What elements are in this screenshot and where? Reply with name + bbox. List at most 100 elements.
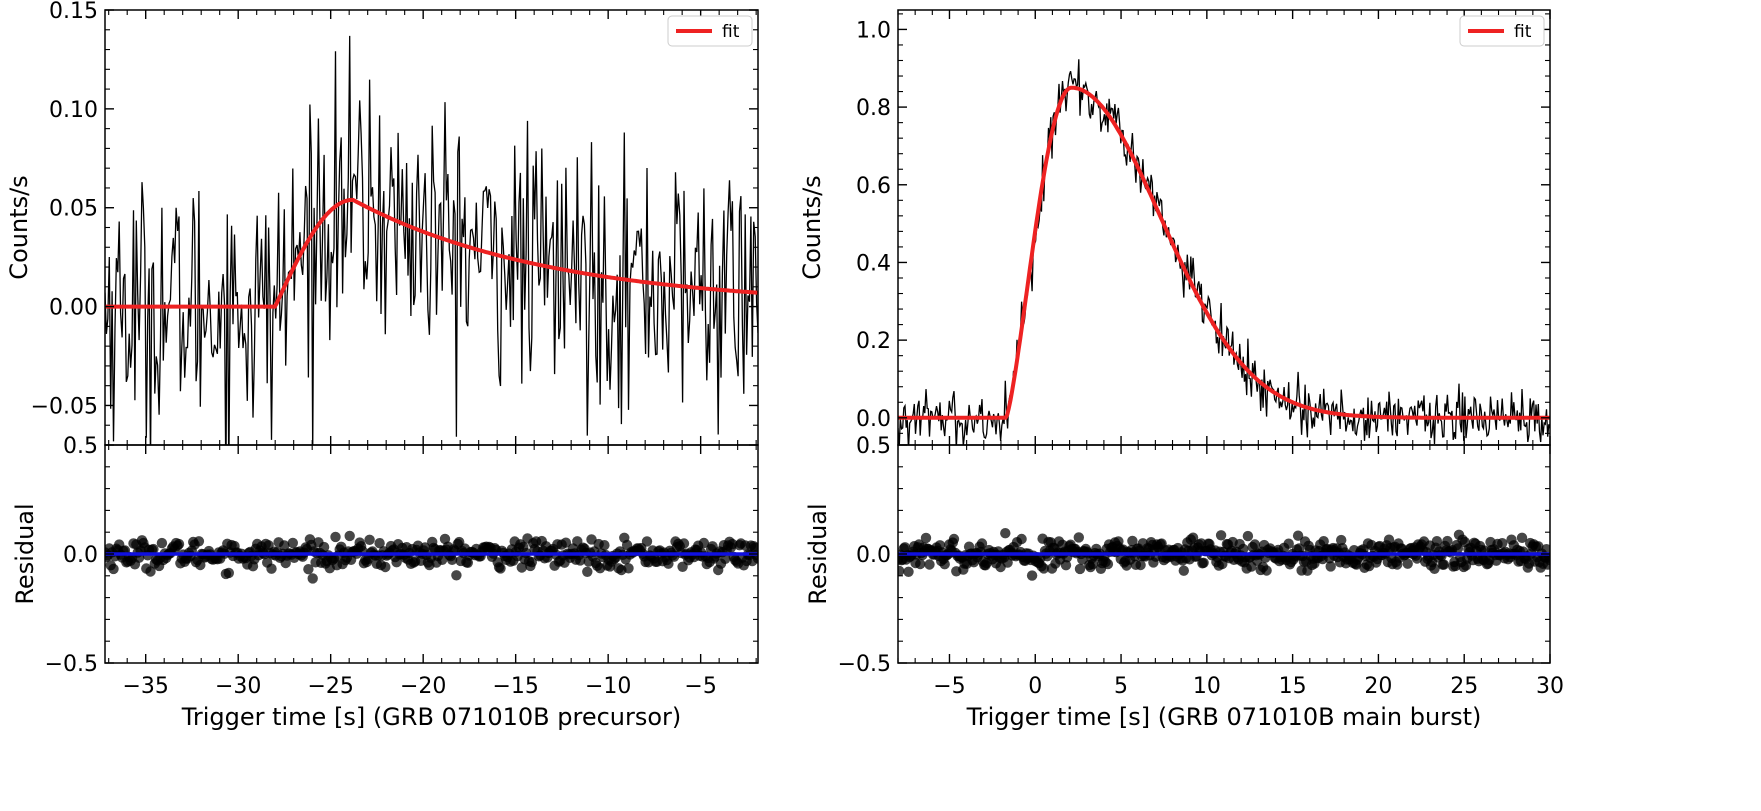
x-tick-label: 20 <box>1364 674 1392 699</box>
residual-point <box>720 553 731 564</box>
residual-point <box>1135 559 1146 571</box>
residual-point <box>1242 530 1254 542</box>
residual-point <box>1102 558 1114 570</box>
y-tick-label: 0.8 <box>856 96 891 121</box>
residual-point <box>575 555 586 566</box>
residual-point <box>915 558 926 570</box>
residual-point <box>898 565 905 577</box>
x-tick-label: 25 <box>1450 674 1478 699</box>
residual-point <box>1336 534 1347 546</box>
x-tick-label: 15 <box>1279 674 1307 699</box>
panel-main-burst: −5 0 5 10 15 20 25 300.00.20.40.60.81.0−0.50.00… <box>798 9 1564 731</box>
main-axes-frame <box>897 9 1551 446</box>
residual-point <box>920 532 932 544</box>
residual-point <box>641 536 653 547</box>
residual-point <box>1038 563 1050 574</box>
panel-precursor: −35 −30 −25 −20 −15 −10 −5 −0.05 0.00 0.05 0.10 0.1… <box>5 0 759 731</box>
residual-point <box>364 534 375 545</box>
residual-y-tick-label: −0.5 <box>45 652 98 677</box>
residual-point <box>1325 561 1336 572</box>
residual-point <box>108 563 119 575</box>
x-tick-label: −35 <box>122 674 168 699</box>
residual-point <box>287 537 298 549</box>
residual-point <box>1261 565 1272 576</box>
y-tick-label: 0.0 <box>856 407 891 432</box>
x-tick-label: 0 <box>1028 674 1042 699</box>
residual-point <box>1402 558 1413 569</box>
residual-point <box>1000 528 1011 539</box>
x-tick-label: 10 <box>1193 674 1221 699</box>
x-tick-label: 5 <box>1114 674 1128 699</box>
y-tick-label: 0.10 <box>49 98 98 123</box>
x-tick-label: −20 <box>400 674 446 699</box>
residual-point <box>623 563 634 574</box>
residual-point <box>516 562 527 573</box>
residual-y-tick-label: 0.5 <box>63 434 98 459</box>
residual-point <box>1544 554 1550 566</box>
x-tick-label: −15 <box>492 674 538 699</box>
residual-point <box>318 541 330 553</box>
residual-point <box>924 559 935 570</box>
legend-label: fit <box>1514 22 1532 42</box>
residual-point <box>698 537 710 549</box>
residual-point <box>976 538 988 549</box>
residual-y-tick-label: −0.5 <box>838 652 891 677</box>
x-tick-label: −10 <box>585 674 631 699</box>
residual-point <box>1438 559 1450 570</box>
residual-y-axis-label: Residual <box>804 503 832 604</box>
residual-points <box>105 530 758 584</box>
y-tick-label: 0.2 <box>856 329 891 354</box>
residual-y-tick-label: 0.0 <box>856 543 891 568</box>
residual-point <box>939 559 950 570</box>
residual-point <box>307 573 318 584</box>
y-tick-label: 0.4 <box>856 251 891 276</box>
residual-point <box>1452 543 1464 554</box>
residual-point <box>1198 557 1209 568</box>
y-tick-label: 0.05 <box>49 197 98 222</box>
residual-point <box>1087 558 1099 570</box>
residual-y-axis-label: Residual <box>11 503 39 604</box>
x-tick-label: −30 <box>215 674 261 699</box>
x-tick-label: −25 <box>307 674 353 699</box>
residual-point <box>279 540 290 551</box>
residual-point <box>374 538 385 549</box>
residual-point <box>1073 532 1085 543</box>
y-tick-label: −0.05 <box>31 394 98 419</box>
residual-point <box>1249 539 1261 550</box>
residual-point <box>903 566 914 577</box>
residual-point <box>678 538 690 549</box>
residual-point <box>391 557 402 568</box>
fit-curve-line <box>105 197 758 309</box>
legend-label: fit <box>722 22 740 42</box>
y-tick-label: 0.15 <box>49 0 98 24</box>
residual-point <box>193 536 205 547</box>
x-tick-label: −5 <box>933 674 965 699</box>
light-curve-line <box>898 59 1550 445</box>
residual-point <box>1497 538 1508 549</box>
x-axis-label: Trigger time [s] (GRB 071010B precursor) <box>181 703 682 731</box>
residual-point <box>1026 570 1038 581</box>
residual-point <box>451 570 462 581</box>
residual-point <box>380 561 391 573</box>
y-tick-label: 1.0 <box>856 18 891 43</box>
residual-point <box>1431 536 1443 547</box>
residual-point <box>145 566 156 577</box>
legend: fit <box>1459 15 1545 47</box>
residual-point <box>1442 535 1453 547</box>
fit-curve-line <box>898 85 1550 420</box>
residual-point <box>330 531 341 543</box>
residual-point <box>439 533 451 545</box>
residual-point <box>582 566 593 577</box>
residual-point <box>195 559 206 571</box>
residual-point <box>899 542 911 553</box>
residual-point <box>1215 530 1227 541</box>
residual-point <box>663 558 674 569</box>
x-tick-label: 30 <box>1536 674 1564 699</box>
residual-point <box>1411 553 1423 564</box>
residual-point <box>1127 535 1138 547</box>
residual-point <box>446 554 458 565</box>
residual-point <box>173 538 185 550</box>
y-tick-label: 0.00 <box>49 296 98 321</box>
residual-point <box>223 567 234 579</box>
